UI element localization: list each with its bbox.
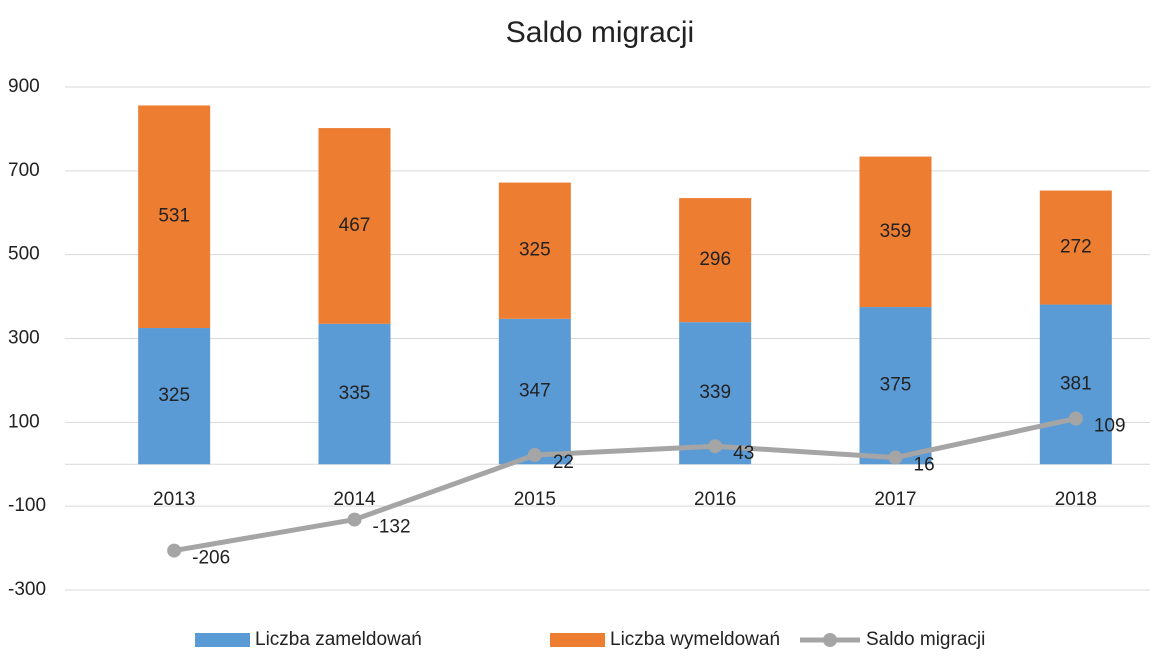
bar-value-label: 381 [1060,373,1092,394]
x-tick-label: 2015 [514,489,556,510]
bar [1039,190,1112,305]
bar [498,318,571,465]
line-point [888,450,903,465]
y-tick-label: -100 [8,495,46,516]
bar-value-label: 272 [1060,237,1092,258]
line-point [708,439,723,454]
y-tick-label: 700 [8,160,40,181]
bar [679,198,752,323]
line-value-label: 109 [1094,416,1126,437]
bar-value-label: 325 [158,385,190,406]
legend-label: Saldo migracji [866,629,985,650]
line [173,416,1077,554]
bar-value-label: 296 [699,249,731,270]
line-value-label: 22 [553,452,574,473]
line-value-label: -206 [192,548,230,569]
y-tick-label: 900 [8,76,40,97]
y-tick-label: 100 [8,411,40,432]
x-tick-label: 2013 [153,489,195,510]
x-tick-label: 2018 [1055,489,1097,510]
bar-value-label: 375 [880,375,912,396]
bar [138,328,211,465]
x-tick-label: 2014 [333,489,376,510]
bar [318,323,391,465]
line-point [527,448,542,463]
bar-value-label: 347 [519,381,551,402]
bar-value-label: 467 [339,215,371,236]
y-tick-label: -300 [8,579,46,600]
bar [318,128,391,324]
x-tick-label: 2017 [874,489,916,510]
bar-value-label: 339 [699,382,731,403]
bar-value-label: 335 [339,383,371,404]
line-value-label: 16 [914,455,935,476]
legend-swatch [550,633,605,647]
bar [1039,304,1112,465]
bar [498,182,571,319]
x-tick-label: 2016 [694,489,736,510]
bar [138,105,211,329]
legend-marker [823,633,837,647]
line-value-label: -132 [373,517,411,538]
y-tick-label: 300 [8,328,40,349]
line-point [167,543,182,558]
legend-label: Liczba wymeldowań [610,629,780,650]
line-value-label: 43 [733,443,754,464]
bar-value-label: 325 [519,240,551,261]
chart-title: Saldo migracji [506,16,694,49]
line-point [347,512,362,527]
bar-value-label: 531 [158,206,190,227]
bar-value-label: 359 [880,221,912,242]
legend-swatch [195,633,250,647]
y-tick-label: 500 [8,244,40,265]
bar [859,307,932,465]
legend-label: Liczba zameldowań [255,629,422,650]
line-point [1068,411,1083,426]
bar [859,156,932,308]
